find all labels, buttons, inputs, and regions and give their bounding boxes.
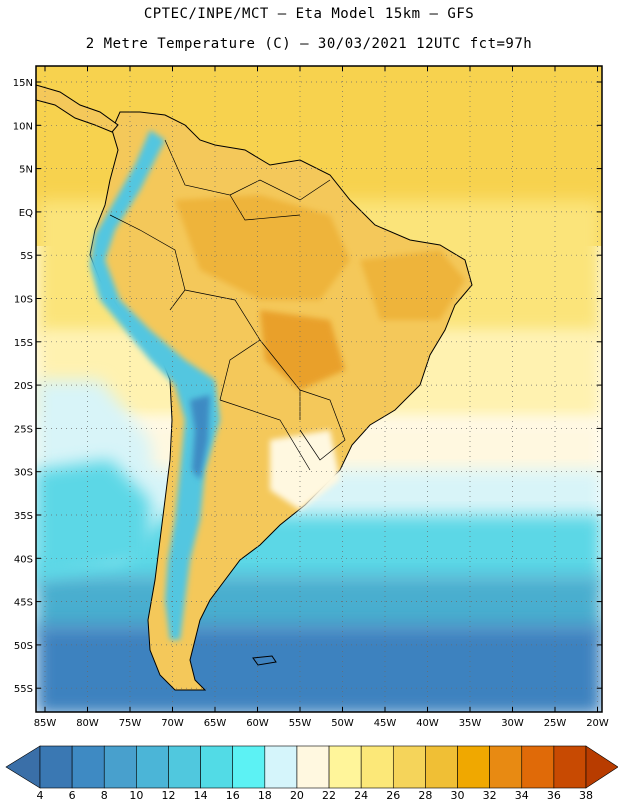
lon-tick-label: 25W xyxy=(544,718,567,729)
hot-patch-central xyxy=(260,310,345,390)
hot-patch-amazon xyxy=(175,195,350,300)
lon-tick-label: 70W xyxy=(161,718,184,729)
colorbar-swatch xyxy=(425,745,458,789)
lat-tick-label: 20S xyxy=(14,381,33,392)
lon-tick-label: 45W xyxy=(374,718,397,729)
colorbar-swatch xyxy=(168,745,201,789)
colorbar-label: 22 xyxy=(322,789,336,800)
lon-tick-label: 35W xyxy=(459,718,482,729)
lon-tick-label: 65W xyxy=(204,718,227,729)
colorbar-swatch xyxy=(553,745,587,789)
lat-tick-label: 15N xyxy=(13,78,33,89)
colorbar-label: 8 xyxy=(101,789,108,800)
colorbar-swatch xyxy=(457,745,490,789)
lat-tick-label: 35S xyxy=(14,511,33,522)
lat-tick-label: 5N xyxy=(19,165,33,176)
lat-tick-label: 10N xyxy=(13,121,33,132)
colorbar-swatch xyxy=(71,745,105,789)
lat-tick-label: 15S xyxy=(14,338,33,349)
colorbar-swatch xyxy=(296,745,330,789)
lat-tick-label: 10S xyxy=(14,295,33,306)
lon-tick-label: 75W xyxy=(119,718,142,729)
pacific-cold-tongue xyxy=(36,460,150,580)
lat-tick-label: 50S xyxy=(14,641,33,652)
band-ocean-coldest xyxy=(36,625,602,712)
colorbar-label: 20 xyxy=(290,789,304,800)
map-title-line2: 2 Metre Temperature (C) – 30/03/2021 12U… xyxy=(85,36,533,52)
colorbar-label: 4 xyxy=(37,789,44,800)
colorbar-label: 18 xyxy=(258,789,272,800)
lat-tick-label: 55S xyxy=(14,684,33,695)
lon-tick-label: 30W xyxy=(501,718,524,729)
colorbar-label: 34 xyxy=(515,789,529,800)
colorbar-swatch xyxy=(136,745,169,789)
lon-tick-label: 60W xyxy=(246,718,269,729)
longitude-axis: 85W 80W 75W 70W 65W 60W 55W 50W 45W 40W 35W 30W 25W 2… xyxy=(34,66,609,729)
lat-tick-label: EQ xyxy=(19,208,33,219)
latitude-axis: 15N 10N 5N EQ 5S 10S 15S 20S 25S 30S 35S 40S 45S 50S 5… xyxy=(13,78,602,695)
colorbar-swatch xyxy=(328,745,362,789)
colorbar-label: 10 xyxy=(129,789,143,800)
colorbar-label: 26 xyxy=(386,789,400,800)
lon-tick-label: 85W xyxy=(34,718,57,729)
colorbar-swatch xyxy=(360,745,394,789)
colorbar: 4 6 8 10 12 14 16 18 20 22 24 26 28 30 32 34 36 38 xyxy=(5,745,618,800)
lon-tick-label: 55W xyxy=(289,718,312,729)
lat-tick-label: 30S xyxy=(14,468,33,479)
map-title-line1: CPTEC/INPE/MCT – Eta Model 15km – GFS xyxy=(143,6,475,22)
lon-tick-label: 20W xyxy=(586,718,609,729)
colorbar-label: 32 xyxy=(483,789,497,800)
lat-tick-label: 40S xyxy=(14,554,33,565)
colorbar-swatch xyxy=(103,745,137,789)
colorbar-swatch xyxy=(264,745,298,789)
colorbar-label: 16 xyxy=(226,789,240,800)
colorbar-label: 38 xyxy=(579,789,593,800)
map-frame xyxy=(35,65,603,713)
colorbar-swatch xyxy=(200,745,234,789)
lon-tick-label: 80W xyxy=(76,718,99,729)
temperature-field xyxy=(36,66,602,712)
colorbar-swatch xyxy=(232,745,266,789)
colorbar-low-arrow xyxy=(5,745,41,789)
lat-tick-label: 25S xyxy=(14,424,33,435)
lon-tick-label: 40W xyxy=(416,718,439,729)
cool-patch-south xyxy=(270,430,340,510)
country-borders xyxy=(109,139,346,471)
colorbar-high-arrow xyxy=(585,745,618,789)
colorbar-label: 36 xyxy=(547,789,561,800)
colorbar-label: 30 xyxy=(451,789,465,800)
temperature-map: 15N 10N 5N EQ 5S 10S 15S 20S 25S 30S 35S 40S 45S 50S 5… xyxy=(13,65,609,729)
hot-patch-northeast xyxy=(360,250,465,320)
lon-tick-label: 50W xyxy=(331,718,354,729)
colorbar-label: 24 xyxy=(354,789,368,800)
colorbar-label: 6 xyxy=(69,789,76,800)
lat-tick-label: 5S xyxy=(20,251,33,262)
falkland-islands xyxy=(252,655,277,666)
andes-cordillera xyxy=(90,130,220,640)
colorbar-swatch xyxy=(392,745,426,789)
colorbar-swatch xyxy=(521,745,555,789)
colorbar-label: 28 xyxy=(418,789,432,800)
colorbar-label: 14 xyxy=(194,789,208,800)
colorbar-label: 12 xyxy=(161,789,175,800)
central-america-land xyxy=(36,84,119,133)
lat-tick-label: 45S xyxy=(14,598,33,609)
andes-high-peaks xyxy=(190,395,210,480)
colorbar-swatch xyxy=(489,745,523,789)
colorbar-swatch xyxy=(39,745,73,789)
